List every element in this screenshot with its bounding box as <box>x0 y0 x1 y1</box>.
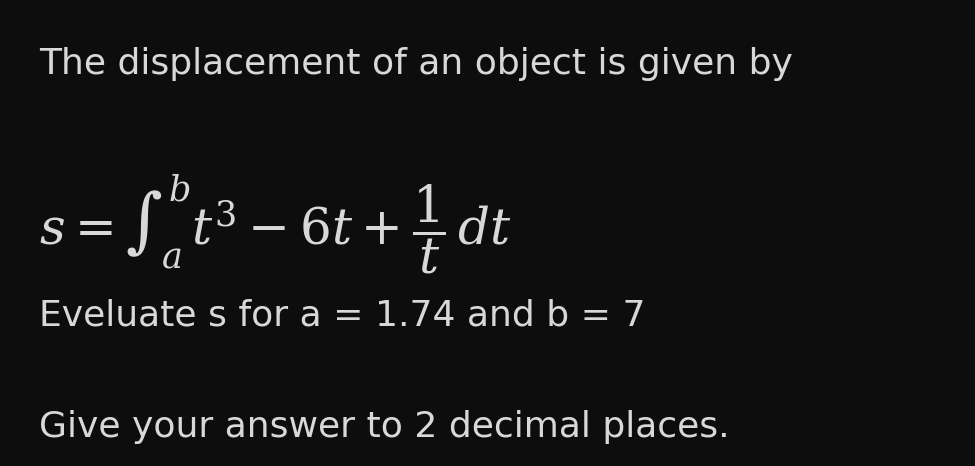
Text: Give your answer to 2 decimal places.: Give your answer to 2 decimal places. <box>39 410 729 444</box>
Text: The displacement of an object is given by: The displacement of an object is given b… <box>39 47 793 81</box>
Text: Eveluate s for a = 1.74 and b = 7: Eveluate s for a = 1.74 and b = 7 <box>39 298 645 332</box>
Text: $s = \int_{a}^{b} t^3 - 6t + \dfrac{1}{t}\,dt$: $s = \int_{a}^{b} t^3 - 6t + \dfrac{1}{t… <box>39 172 512 276</box>
